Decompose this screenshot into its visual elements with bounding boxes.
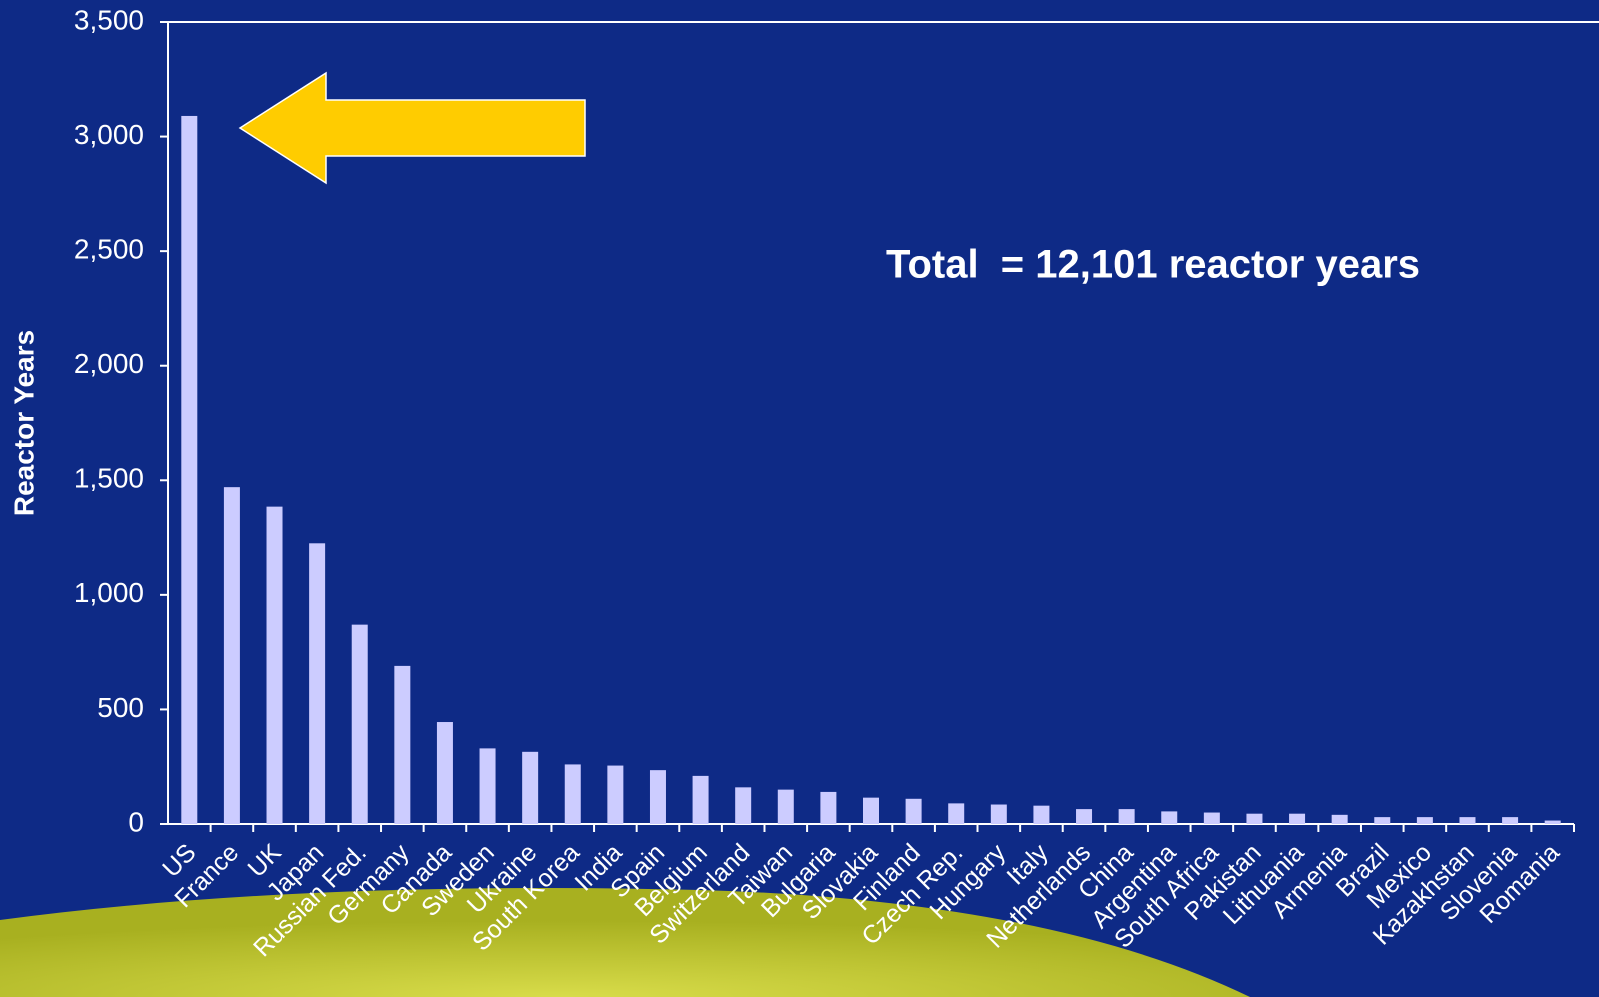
bar (863, 797, 879, 824)
bar (1502, 817, 1519, 824)
arrow (238, 71, 586, 185)
y-tick-label: 2,000 (74, 348, 144, 379)
bar (948, 803, 965, 824)
bar (1246, 813, 1263, 824)
bar (436, 722, 453, 824)
bar (1161, 811, 1178, 824)
y-tick-label: 1,500 (74, 463, 144, 494)
annotation: Total = 12,101 reactor years (886, 243, 1420, 287)
bar (1416, 817, 1433, 824)
bar (479, 748, 496, 824)
y-tick-label: 500 (97, 692, 144, 723)
bar (777, 789, 794, 824)
bar (649, 770, 666, 824)
bar (564, 764, 581, 824)
y-tick-label: 3,500 (74, 4, 144, 35)
bar (1459, 817, 1476, 824)
bar (394, 665, 411, 824)
bar (1033, 805, 1050, 824)
leaf-decoration (0, 888, 1250, 997)
bar (181, 115, 198, 825)
y-axis-label: Reactor Years (8, 330, 39, 516)
y-tick-label: 1,000 (74, 577, 144, 608)
bar (1076, 809, 1093, 824)
bar (607, 765, 624, 824)
y-tick-label: 0 (128, 806, 144, 837)
bar (1118, 809, 1135, 824)
bar (309, 543, 326, 824)
bar (692, 775, 709, 824)
bar (266, 506, 283, 824)
bar (522, 751, 539, 824)
y-tick-label: 3,000 (74, 119, 144, 150)
bar (1331, 814, 1348, 824)
bar (1374, 817, 1391, 824)
bar (1203, 812, 1220, 824)
bar (735, 787, 752, 824)
y-tick-label: 2,500 (74, 234, 144, 265)
bar (820, 791, 837, 824)
bar (1289, 813, 1306, 824)
bar (990, 804, 1007, 824)
bar (351, 624, 368, 824)
bar (905, 798, 922, 824)
bar (1544, 820, 1561, 824)
bar (223, 487, 240, 824)
